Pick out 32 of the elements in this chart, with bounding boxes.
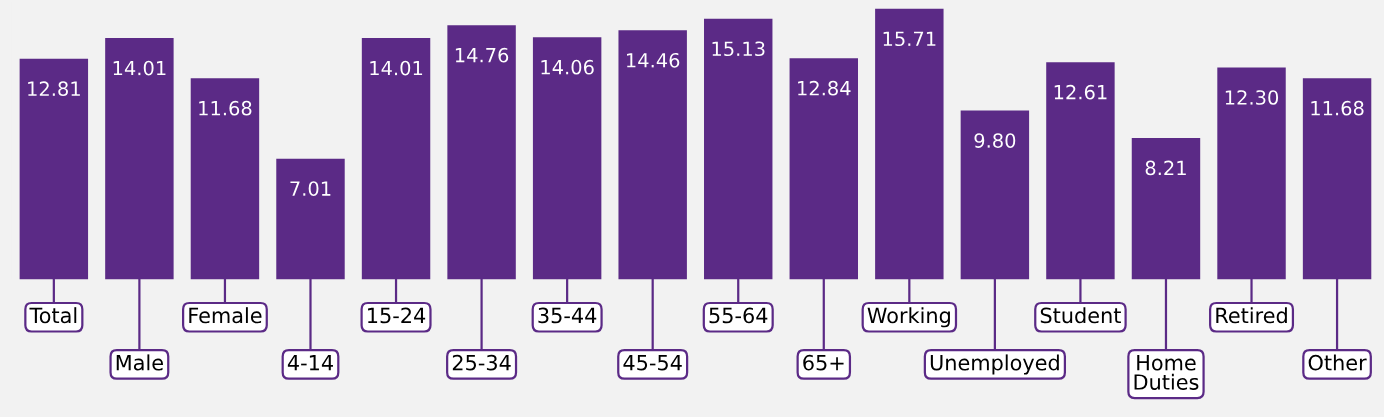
data-label: 8.21 [1145, 160, 1186, 176]
x-tick-label: 25-34 [452, 354, 511, 371]
x-tick-label: 35-44 [538, 307, 597, 324]
x-tick-label: Student [1040, 307, 1121, 324]
x-tick-label: Total [29, 307, 77, 324]
x-tick-label: Home Duties [1134, 355, 1199, 390]
x-tick-label: 55-64 [709, 307, 768, 324]
data-label: 7.01 [290, 181, 331, 196]
data-label: 12.81 [28, 81, 80, 97]
data-label: 15.71 [883, 31, 936, 47]
x-tick-label: Unemployed [930, 354, 1059, 375]
data-label: 11.68 [1311, 100, 1364, 116]
data-label: 9.80 [974, 133, 1016, 148]
x-tick-label: Working [867, 307, 950, 328]
x-tick-label: 15-24 [368, 307, 426, 324]
x-tick-label: 45-54 [623, 355, 682, 371]
data-label: 14.01 [113, 60, 166, 76]
x-tick-label: 4-14 [287, 355, 333, 371]
data-label: 15.13 [712, 41, 765, 57]
data-label: 12.30 [1225, 90, 1279, 105]
x-tick-label: Retired [1216, 307, 1287, 324]
data-label: 14.01 [370, 60, 423, 76]
x-tick-label: Other [1308, 354, 1367, 371]
x-tick-label: 65+ [803, 354, 844, 371]
x-tick-label: Male [116, 354, 163, 371]
data-label: 14.06 [541, 59, 594, 75]
data-label: 14.76 [455, 47, 509, 63]
data-label: 14.46 [626, 52, 680, 68]
x-tick-label: Female [189, 307, 262, 324]
data-label: 12.84 [798, 80, 851, 96]
data-label: 11.68 [199, 100, 252, 116]
data-label: 12.61 [1054, 84, 1107, 100]
